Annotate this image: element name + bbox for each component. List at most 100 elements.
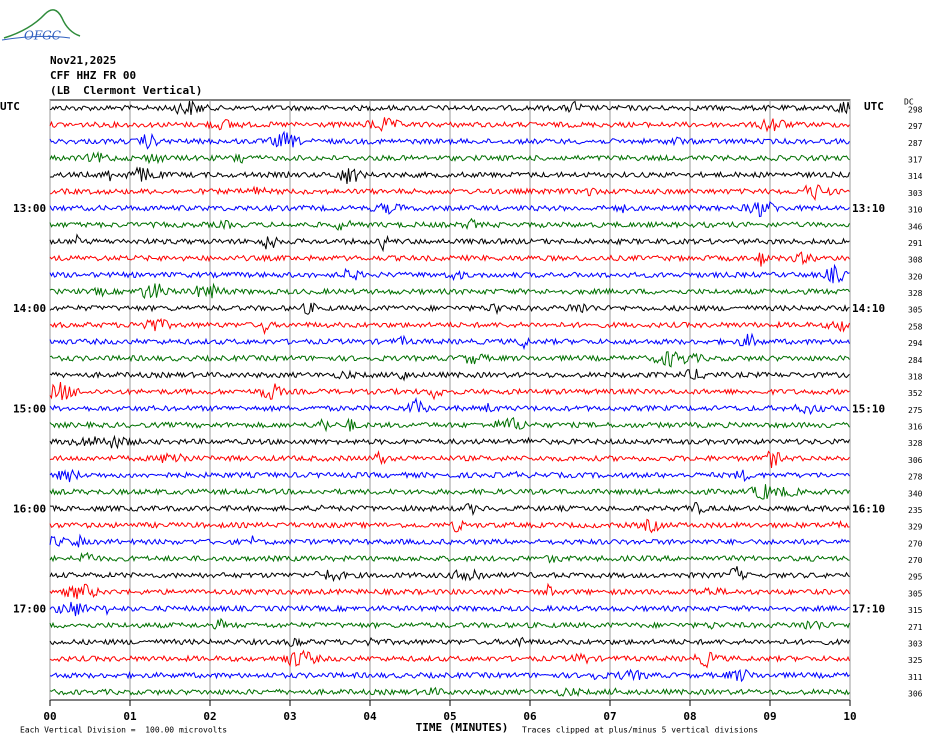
dc-value: 316 bbox=[908, 423, 923, 432]
x-tick-label: 00 bbox=[43, 710, 56, 723]
trace bbox=[49, 184, 850, 201]
dc-value: 325 bbox=[908, 656, 923, 665]
dc-value: 258 bbox=[908, 322, 923, 331]
trace bbox=[49, 233, 850, 253]
dc-value: 305 bbox=[908, 306, 923, 315]
left-time-label: 13:00 bbox=[13, 202, 46, 215]
trace bbox=[49, 263, 850, 284]
logo: OFGC bbox=[1, 9, 81, 43]
dc-value: 310 bbox=[908, 206, 923, 215]
logo-line bbox=[1, 35, 71, 41]
x-tick-label: 04 bbox=[363, 710, 377, 723]
trace bbox=[49, 649, 850, 669]
dc-value: 270 bbox=[908, 539, 923, 548]
right-unit: UTC bbox=[864, 100, 884, 113]
dc-value: 318 bbox=[908, 372, 923, 381]
header-line: CFF HHZ FR 00 bbox=[50, 69, 136, 82]
x-tick-label: 09 bbox=[763, 710, 776, 723]
trace bbox=[49, 166, 850, 184]
left-time-label: 17:00 bbox=[13, 603, 46, 616]
x-tick-label: 01 bbox=[123, 710, 137, 723]
footer-right: Traces clipped at plus/minus 5 vertical … bbox=[522, 726, 758, 735]
trace bbox=[49, 396, 850, 416]
right-time-label: 15:10 bbox=[852, 402, 885, 415]
left-time-label: 16:00 bbox=[13, 502, 46, 515]
left-unit: UTC bbox=[0, 100, 20, 113]
left-time-label: 14:00 bbox=[13, 302, 46, 315]
trace bbox=[49, 368, 850, 382]
x-tick-label: 07 bbox=[603, 710, 616, 723]
trace bbox=[49, 468, 850, 483]
trace bbox=[49, 416, 850, 433]
trace bbox=[49, 434, 850, 450]
trace bbox=[49, 533, 850, 548]
x-axis-label: TIME (MINUTES) bbox=[416, 721, 509, 734]
footer-left: Each Vertical Division = 100.00 microvol… bbox=[20, 726, 227, 735]
header-line: (LB Clermont Vertical) bbox=[50, 84, 202, 97]
dc-value: 284 bbox=[908, 356, 923, 365]
dc-value: 275 bbox=[908, 406, 923, 415]
dc-value: 291 bbox=[908, 239, 923, 248]
trace bbox=[49, 150, 850, 165]
dc-value: 320 bbox=[908, 272, 923, 281]
dc-value: 297 bbox=[908, 122, 923, 131]
trace bbox=[49, 100, 850, 116]
logo-curve bbox=[3, 9, 81, 39]
trace bbox=[49, 201, 850, 218]
dc-value: 329 bbox=[908, 523, 923, 532]
dc-value: 311 bbox=[908, 673, 923, 682]
dc-value: 317 bbox=[908, 156, 923, 165]
trace bbox=[49, 582, 850, 600]
dc-value: 287 bbox=[908, 139, 923, 148]
dc-value: 306 bbox=[908, 690, 923, 699]
dc-value: 346 bbox=[908, 222, 923, 231]
dc-value: 270 bbox=[908, 556, 923, 565]
trace bbox=[49, 130, 850, 150]
header-line: Nov21,2025 bbox=[50, 54, 116, 67]
trace bbox=[49, 450, 850, 468]
dc-value: 295 bbox=[908, 573, 923, 582]
trace bbox=[49, 302, 850, 316]
trace bbox=[49, 317, 850, 336]
trace bbox=[49, 518, 850, 534]
x-tick-label: 05 bbox=[443, 710, 456, 723]
trace bbox=[49, 501, 850, 516]
dc-value: 305 bbox=[908, 589, 923, 598]
dc-value: 328 bbox=[908, 439, 923, 448]
dc-value: 303 bbox=[908, 189, 923, 198]
right-time-label: 14:10 bbox=[852, 302, 885, 315]
dc-value: 340 bbox=[908, 489, 923, 498]
left-time-label: 15:00 bbox=[13, 402, 46, 415]
trace bbox=[49, 686, 850, 697]
trace bbox=[49, 117, 850, 133]
trace bbox=[49, 382, 850, 401]
dc-value: 352 bbox=[908, 389, 923, 398]
x-tick-label: 08 bbox=[683, 710, 696, 723]
traces bbox=[49, 100, 850, 697]
right-time-label: 17:10 bbox=[852, 603, 885, 616]
x-tick-label: 06 bbox=[523, 710, 537, 723]
dc-value: 298 bbox=[908, 106, 923, 115]
trace bbox=[49, 617, 850, 631]
x-tick-label: 10 bbox=[843, 710, 856, 723]
trace bbox=[49, 332, 850, 351]
dc-value: 235 bbox=[908, 506, 923, 515]
dc-value: 278 bbox=[908, 473, 923, 482]
trace bbox=[49, 217, 850, 231]
dc-value: 271 bbox=[908, 623, 923, 632]
trace bbox=[49, 601, 850, 617]
dc-label: DC bbox=[904, 98, 914, 107]
dc-value: 308 bbox=[908, 256, 923, 265]
x-tick-label: 03 bbox=[283, 710, 296, 723]
trace bbox=[49, 636, 850, 648]
right-time-label: 16:10 bbox=[852, 502, 885, 515]
trace bbox=[49, 566, 850, 583]
dc-value: 328 bbox=[908, 289, 923, 298]
dc-value: 315 bbox=[908, 606, 923, 615]
trace bbox=[49, 282, 850, 300]
dc-value: 306 bbox=[908, 456, 923, 465]
right-time-label: 13:10 bbox=[852, 202, 885, 215]
trace bbox=[49, 484, 850, 500]
dc-value: 303 bbox=[908, 639, 923, 648]
